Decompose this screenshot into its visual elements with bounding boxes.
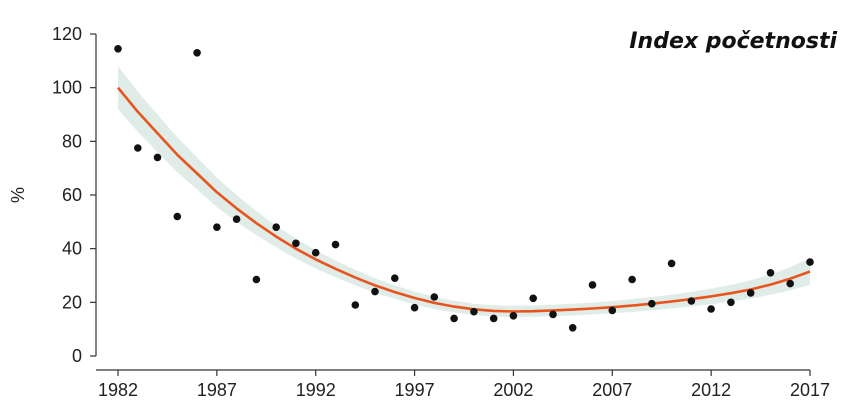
trend-line-layer — [116, 86, 811, 313]
data-points — [114, 45, 814, 332]
x-tick-label: 1992 — [296, 380, 336, 400]
data-point — [648, 299, 656, 308]
x-tick-label: 2002 — [493, 380, 533, 400]
data-point — [311, 248, 320, 257]
confidence-band — [118, 66, 810, 318]
data-point — [391, 274, 399, 283]
data-point — [529, 294, 537, 303]
data-point — [549, 310, 557, 319]
data-point — [470, 307, 478, 316]
data-point — [232, 215, 241, 223]
y-tick-label: 120 — [52, 24, 82, 44]
x-tick-label: 1987 — [197, 380, 237, 400]
data-point — [727, 298, 735, 307]
axes — [90, 33, 811, 376]
data-point — [806, 258, 814, 266]
y-tick-label: 0 — [72, 346, 82, 366]
data-point — [351, 301, 360, 309]
x-tick-label: 1982 — [98, 380, 138, 400]
chart-title: Index početnosti — [629, 29, 837, 54]
data-point — [292, 239, 300, 248]
data-point — [252, 275, 261, 284]
data-point — [331, 240, 340, 249]
data-point — [786, 279, 794, 288]
y-tick-label: 40 — [62, 239, 82, 259]
y-tick-label: 20 — [62, 292, 82, 312]
y-tick-label: 100 — [52, 78, 82, 98]
data-point — [608, 306, 617, 315]
data-point — [410, 303, 419, 312]
tick-labels: 0 20 40 60 80 100 120 1982 1987 1992 1997 2002 2007 2… — [52, 24, 830, 400]
data-point — [628, 275, 636, 284]
trend-line — [116, 86, 811, 313]
x-tick-label: 2012 — [691, 380, 731, 400]
data-point — [489, 314, 498, 323]
confidence-band-area — [118, 66, 810, 318]
x-tick-label: 1997 — [395, 380, 435, 400]
data-point — [568, 324, 577, 332]
data-point — [193, 49, 201, 57]
data-point — [430, 293, 439, 301]
data-point — [272, 223, 281, 231]
data-point — [114, 45, 122, 53]
y-tick-label: 60 — [62, 185, 82, 205]
data-point — [153, 153, 162, 162]
x-tick-label: 2007 — [592, 380, 632, 400]
x-tick-label: 2017 — [790, 380, 830, 400]
data-point — [746, 289, 755, 297]
data-point — [766, 269, 775, 277]
data-point — [707, 305, 715, 313]
data-point — [509, 312, 518, 320]
y-tick-label: 80 — [62, 131, 82, 151]
data-point — [687, 297, 696, 305]
data-point — [371, 287, 379, 296]
data-point — [213, 223, 221, 231]
data-point — [173, 212, 182, 221]
data-point — [588, 281, 597, 289]
data-point — [450, 314, 458, 323]
data-point — [134, 144, 142, 152]
y-axis-label: % — [8, 187, 28, 203]
data-point — [667, 259, 676, 268]
